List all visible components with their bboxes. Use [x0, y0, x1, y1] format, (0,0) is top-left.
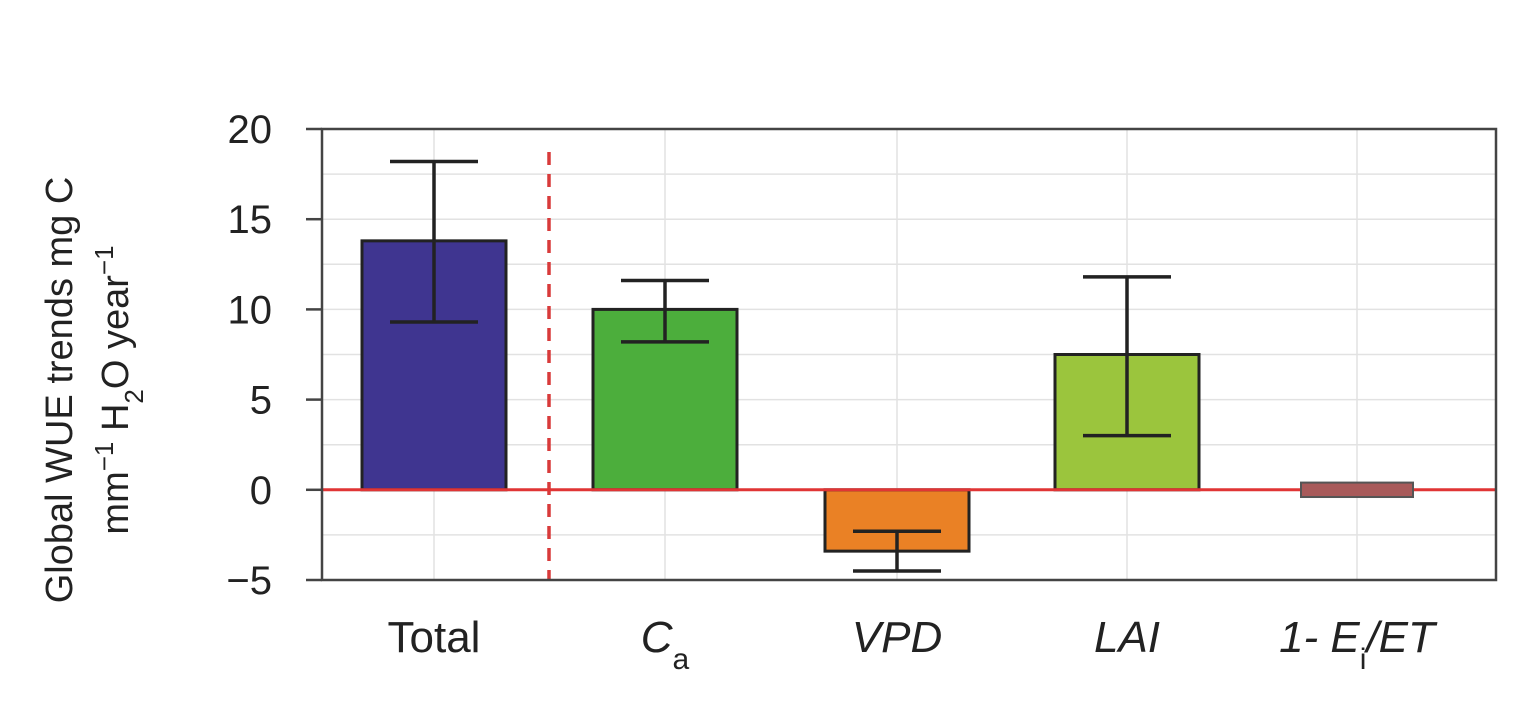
y-tick-label: 5 — [250, 379, 272, 423]
ylabel-sup2: −1 — [89, 245, 119, 275]
axes — [306, 127, 1498, 582]
ylabel-h: H — [95, 404, 137, 442]
y-tick-labels: 20 15 10 5 0 −5 — [226, 108, 272, 603]
x-tick-label-2: VPD — [852, 613, 942, 662]
error-bars — [390, 159, 1414, 573]
y-axis-title-line1: Global WUE trends mg C — [39, 177, 81, 604]
x-tick-label-1: Ca — [641, 613, 690, 676]
y-tick-label: 20 — [228, 108, 273, 152]
y-axis-title-line2: mm−1 H2O year−1 — [89, 245, 149, 534]
y-tick-label: −5 — [226, 559, 272, 603]
x-tick-label-3: LAI — [1094, 613, 1160, 662]
error-box-4 — [1300, 481, 1414, 499]
y-tick-label: 15 — [228, 198, 273, 242]
ylabel-o-year: O year — [95, 275, 137, 389]
ylabel-mm: mm — [95, 471, 137, 534]
ylabel-sup1: −1 — [89, 442, 119, 472]
y-tick-label: 0 — [250, 469, 272, 513]
plot-frame — [320, 127, 1498, 582]
y-tick-label: 10 — [228, 288, 273, 332]
bars — [360, 152, 1201, 580]
x-tick-label-0: Total — [388, 613, 481, 662]
y-axis-title: Global WUE trends mg C mm−1 H2O year−1 — [39, 177, 149, 604]
x-tick-label-4: 1- Ei/ET — [1279, 613, 1438, 676]
ylabel-sub: 2 — [119, 389, 149, 403]
x-tick-labels: Total Ca VPD LAI 1- Ei/ET — [388, 613, 1439, 676]
